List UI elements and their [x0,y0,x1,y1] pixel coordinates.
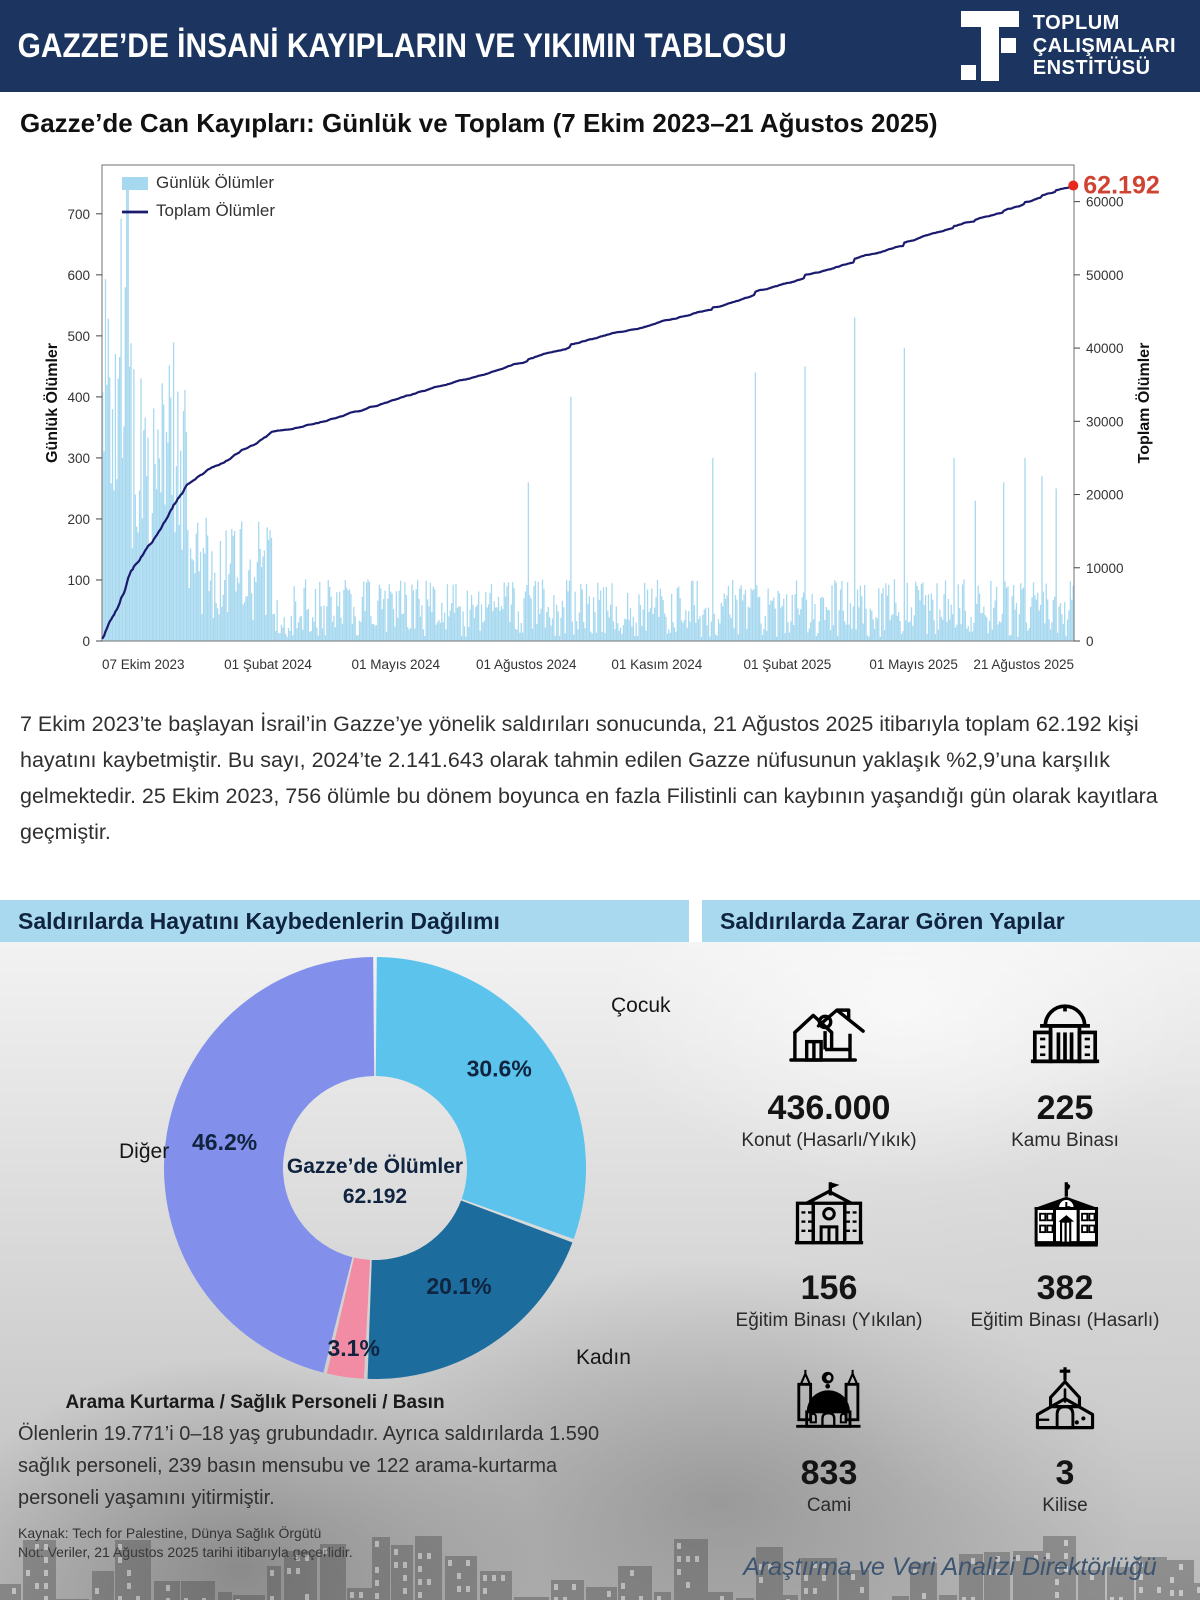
svg-text:0: 0 [1086,634,1094,649]
svg-text:300: 300 [67,451,90,466]
svg-text:07 Ekim 2023: 07 Ekim 2023 [102,657,185,672]
svg-text:600: 600 [67,268,90,283]
svg-text:0: 0 [82,634,90,649]
svg-text:01 Mayıs 2024: 01 Mayıs 2024 [351,657,440,672]
svg-text:30000: 30000 [1086,414,1124,429]
svg-text:Günlük Ölümler: Günlük Ölümler [42,343,61,463]
svg-text:40000: 40000 [1086,341,1124,356]
svg-text:01 Şubat 2025: 01 Şubat 2025 [743,657,831,672]
svg-text:200: 200 [67,512,90,527]
svg-text:100: 100 [67,573,90,588]
svg-text:Toplam Ölümler: Toplam Ölümler [1134,343,1153,464]
svg-text:01 Mayıs 2025: 01 Mayıs 2025 [869,657,958,672]
svg-text:01 Ağustos 2024: 01 Ağustos 2024 [476,657,577,672]
svg-text:700: 700 [67,207,90,222]
svg-text:Toplam Ölümler: Toplam Ölümler [156,201,275,220]
svg-text:500: 500 [67,329,90,344]
svg-text:400: 400 [67,390,90,405]
svg-text:21 Ağustos 2025: 21 Ağustos 2025 [973,657,1074,672]
svg-text:46.2%: 46.2% [192,1129,257,1155]
svg-text:Kadın: Kadın [576,1346,631,1369]
svg-text:10000: 10000 [1086,561,1124,576]
svg-text:01 Şubat 2024: 01 Şubat 2024 [224,657,312,672]
svg-text:30.6%: 30.6% [467,1055,532,1081]
svg-text:01 Kasım 2024: 01 Kasım 2024 [611,657,702,672]
svg-text:62.192: 62.192 [1083,172,1159,200]
svg-text:Günlük Ölümler: Günlük Ölümler [156,173,274,192]
svg-text:3.1%: 3.1% [327,1335,379,1361]
svg-text:50000: 50000 [1086,268,1124,283]
svg-text:Çocuk: Çocuk [611,994,671,1017]
svg-text:20.1%: 20.1% [426,1273,491,1299]
svg-text:Diğer: Diğer [119,1140,169,1163]
svg-text:20000: 20000 [1086,488,1124,503]
